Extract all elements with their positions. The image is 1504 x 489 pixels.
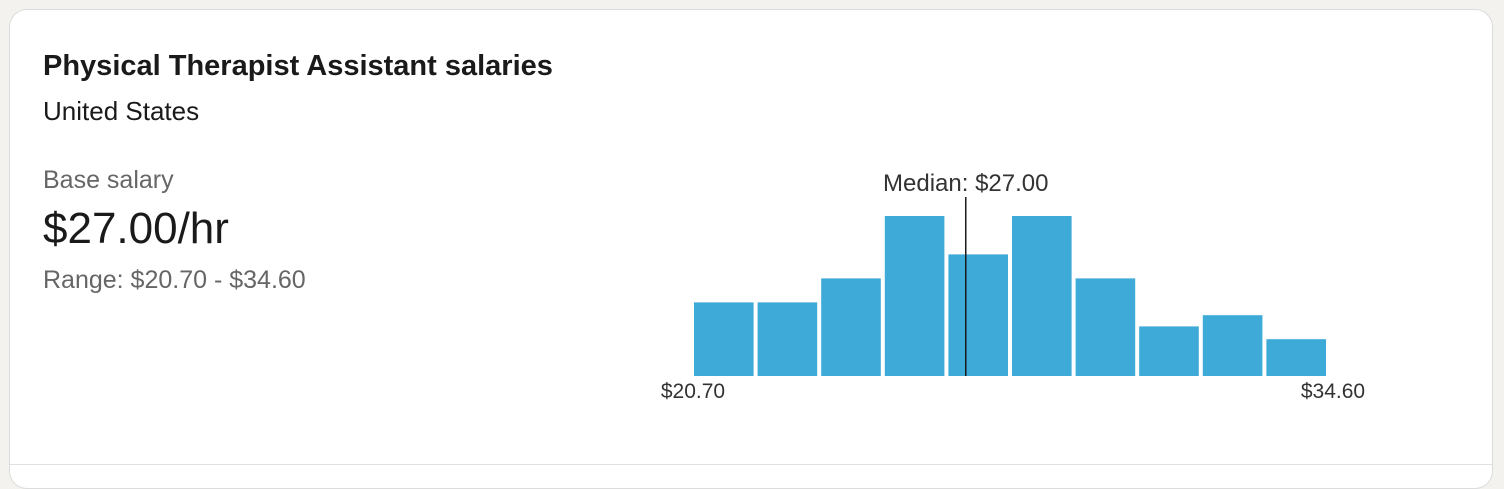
histogram-bars: [694, 216, 1326, 376]
x-max-label: $34.60: [1301, 380, 1365, 403]
histogram-bar: [694, 302, 754, 376]
histogram-bar: [884, 216, 945, 376]
base-salary-label: Base salary: [43, 166, 174, 194]
histogram-bar: [1202, 315, 1263, 376]
histogram-bar: [1139, 326, 1199, 376]
median-label: Median: $27.00: [883, 170, 1048, 197]
histogram-bar: [1012, 216, 1072, 376]
histogram-bar: [757, 302, 818, 376]
histogram-bar: [1075, 278, 1136, 376]
histogram-bar: [821, 278, 881, 376]
histogram-bar: [1266, 339, 1326, 376]
salary-histogram: Median: $27.00 $20.70 $34.60: [661, 170, 1365, 403]
salary-card: Physical Therapist Assistant salaries Un…: [9, 9, 1493, 489]
salary-range: Range: $20.70 - $34.60: [43, 266, 306, 294]
x-min-label: $20.70: [661, 380, 725, 403]
card-divider: [10, 464, 1492, 465]
location-label: United States: [43, 96, 200, 126]
histogram-bar: [948, 254, 1008, 376]
card-title: Physical Therapist Assistant salaries: [43, 50, 553, 82]
base-salary-value: $27.00/hr: [43, 204, 229, 253]
